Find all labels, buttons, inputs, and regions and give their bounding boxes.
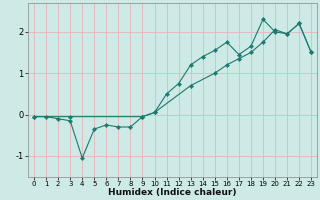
X-axis label: Humidex (Indice chaleur): Humidex (Indice chaleur) (108, 188, 237, 197)
